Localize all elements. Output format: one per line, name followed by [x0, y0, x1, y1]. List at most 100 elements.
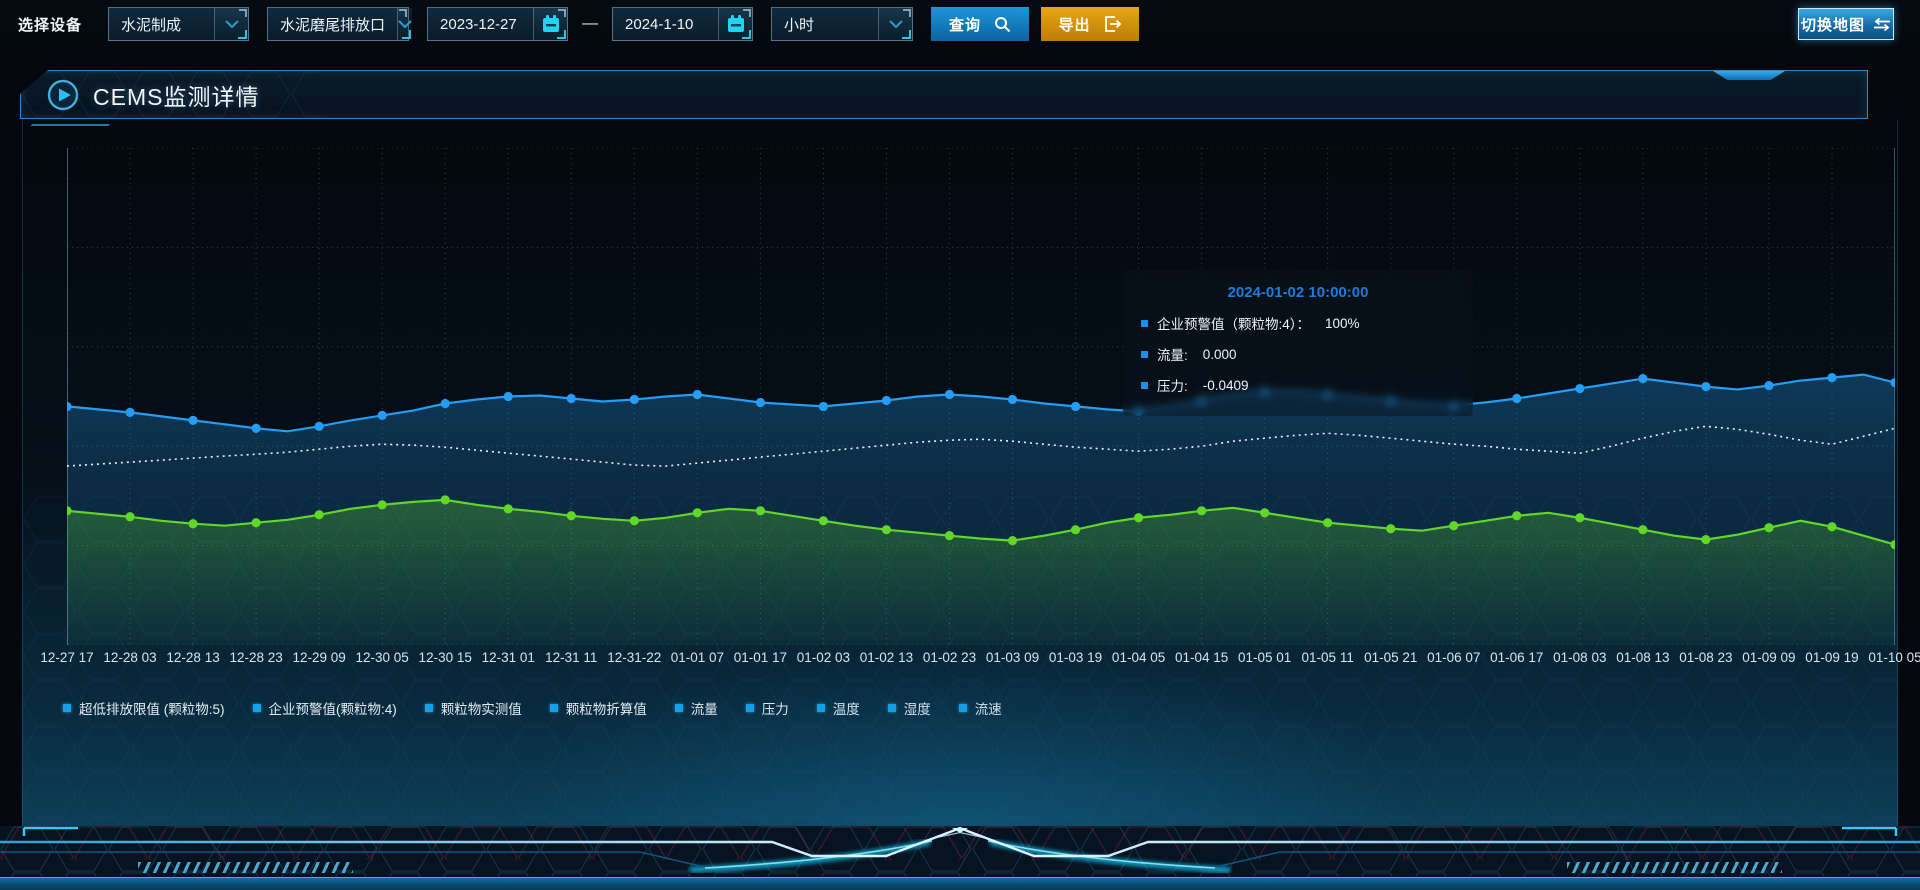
export-button-label: 导出 [1058, 16, 1091, 34]
footer-hatch-right [1567, 862, 1782, 873]
legend-item-0[interactable]: 超低排放限值 (颗粒物:5) [63, 698, 225, 718]
x-axis-label: 12-28 23 [229, 650, 283, 665]
line-chart[interactable] [67, 148, 1895, 645]
x-axis-label: 12-31 11 [545, 650, 598, 665]
series-line-0[interactable] [67, 373, 1895, 433]
x-axis-label: 12-29 09 [292, 650, 346, 665]
x-axis-label: 01-06 07 [1427, 650, 1481, 665]
legend-label: 颗粒物实测值 [440, 702, 522, 717]
device-select-label: 选择设备 [18, 16, 83, 34]
legend-item-3[interactable]: 颗粒物折算值 [549, 698, 647, 718]
legend-marker [63, 704, 71, 712]
legend-item-2[interactable]: 颗粒物实测值 [424, 698, 522, 718]
chart-panel: 12-27 17 12-28 03 12-28 13 12-28 23 12-29 09… [22, 120, 1920, 826]
device-select-value: 水泥制成 [121, 16, 182, 34]
legend-label: 颗粒物折算值 [565, 702, 647, 717]
x-axis-label: 01-09 09 [1742, 650, 1796, 665]
switch-map-button-label: 切换地图 [1800, 16, 1865, 34]
legend-item-6[interactable]: 温度 [816, 698, 860, 718]
legend-label: 流量 [690, 702, 718, 717]
x-axis-label: 01-09 19 [1805, 650, 1859, 665]
x-axis-label: 12-31-22 [607, 650, 662, 665]
panel-header: CEMS监测详情 [20, 70, 1868, 119]
panel-title: CEMS监测详情 [93, 83, 260, 110]
x-axis-label: 01-08 03 [1553, 650, 1607, 665]
x-axis-label: 01-02 03 [796, 650, 851, 665]
outlet-select[interactable]: 水泥磨尾排放口 [267, 7, 413, 41]
header-notch-decoration [1713, 71, 1785, 80]
x-axis-labels: 12-27 17 12-28 03 12-28 13 12-28 23 12-29 09… [40, 650, 1920, 668]
x-axis-label: 01-05 11 [1301, 650, 1354, 665]
chevron-down-icon[interactable] [214, 8, 249, 40]
legend-marker [887, 704, 896, 712]
interval-select[interactable]: 小时 [771, 7, 914, 41]
legend-marker [424, 704, 433, 712]
x-axis-label: 12-30 05 [355, 650, 409, 665]
x-axis-label: 12-31 01 [481, 650, 535, 665]
end-date-value: 2024-1-10 [625, 15, 694, 33]
series-area-2 [67, 499, 1895, 645]
start-date-value: 2023-12-27 [440, 15, 517, 33]
legend-label: 压力 [761, 702, 789, 717]
footer-decoration [0, 826, 1920, 890]
chevron-down-icon[interactable] [397, 8, 413, 40]
legend-label: 温度 [832, 702, 860, 717]
series-line-2[interactable] [67, 498, 1895, 546]
query-button-label: 查询 [949, 16, 982, 34]
legend-item-4[interactable]: 流量 [674, 698, 718, 718]
device-select[interactable]: 水泥制成 [108, 7, 250, 41]
legend-label: 流速 [974, 702, 1002, 717]
legend-item-7[interactable]: 湿度 [887, 698, 931, 718]
x-axis-label: 12-30 15 [418, 650, 472, 665]
x-axis-label: 01-10 05 [1868, 650, 1920, 665]
x-axis-label: 12-28 13 [166, 650, 220, 665]
x-axis-label: 01-03 09 [985, 650, 1040, 665]
x-axis-label: 01-08 23 [1679, 650, 1733, 665]
top-toolbar: 选择设备 水泥制成 水泥磨尾排放口 2023-12-27 — 2024-1-10 [0, 0, 1920, 48]
legend-label: 企业预警值(颗粒物:4) [268, 702, 397, 717]
legend-marker [252, 704, 261, 712]
legend-marker [549, 704, 558, 712]
outlet-select-value: 水泥磨尾排放口 [280, 16, 386, 34]
legend-item-1[interactable]: 企业预警值(颗粒物:4) [252, 698, 397, 718]
calendar-icon[interactable] [718, 8, 753, 40]
date-range-separator: — [582, 15, 599, 32]
x-axis-label: 01-01 07 [670, 650, 724, 665]
footer-hatch-left [138, 862, 353, 873]
start-date-input[interactable]: 2023-12-27 [427, 7, 569, 41]
chevron-down-icon[interactable] [878, 8, 913, 40]
x-axis-label: 12-28 03 [103, 650, 157, 665]
swap-arrows-icon [1874, 17, 1890, 31]
query-button[interactable]: 查询 [931, 7, 1030, 41]
end-date-input[interactable]: 2024-1-10 [612, 7, 754, 41]
x-axis-label: 01-06 17 [1490, 650, 1544, 665]
x-axis-label: 01-05 01 [1237, 650, 1292, 665]
series-markers-2 [67, 495, 1895, 550]
play-icon[interactable] [47, 79, 79, 111]
x-axis-label: 01-05 21 [1364, 650, 1418, 665]
x-axis-label: 01-01 17 [733, 650, 788, 665]
switch-map-button[interactable]: 切换地图 [1798, 8, 1894, 40]
legend-item-8[interactable]: 流速 [958, 698, 1002, 718]
search-icon [995, 16, 1011, 32]
export-icon [1104, 16, 1121, 32]
x-axis-label: 01-08 13 [1616, 650, 1670, 665]
footer-band [0, 877, 1920, 890]
legend-marker [674, 704, 683, 712]
x-axis-label: 01-02 23 [922, 650, 977, 665]
chart-legend: 超低排放限值 (颗粒物:5) 企业预警值(颗粒物:4) 颗粒物实测值 颗粒物折算值 流量… [63, 698, 1002, 718]
x-axis-label: 01-02 13 [859, 650, 914, 665]
interval-select-value: 小时 [784, 16, 815, 34]
x-axis-label: 01-03 19 [1048, 650, 1103, 665]
x-axis-label: 01-04 15 [1174, 650, 1229, 665]
legend-label: 超低排放限值 (颗粒物:5) [79, 702, 225, 717]
legend-marker [816, 704, 825, 712]
x-axis-label: 01-04 05 [1111, 650, 1166, 665]
calendar-icon[interactable] [533, 8, 568, 40]
legend-marker [958, 704, 967, 712]
legend-item-5[interactable]: 压力 [745, 698, 789, 718]
legend-label: 湿度 [903, 702, 931, 717]
x-axis-label: 12-27 17 [40, 650, 94, 665]
legend-marker [745, 704, 754, 712]
export-button[interactable]: 导出 [1041, 7, 1140, 41]
